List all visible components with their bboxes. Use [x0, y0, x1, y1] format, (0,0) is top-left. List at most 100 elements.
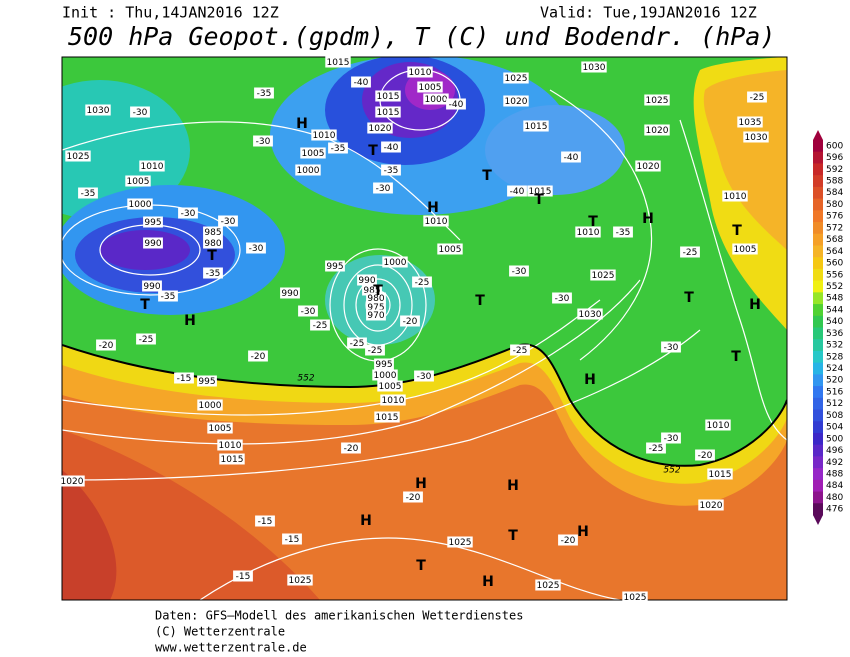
isobar-label-box [85, 104, 111, 116]
isobar-label: 1010 [141, 162, 164, 172]
footer-line: (C) Wetterzentrale [155, 625, 285, 639]
isobar-label-box [732, 243, 758, 255]
temperature-label: -25 [139, 335, 154, 345]
temperature-label: -15 [285, 535, 300, 545]
isobar-label-box [644, 94, 670, 106]
isobar-label: 1015 [327, 58, 350, 68]
temperature-label: -25 [350, 339, 365, 349]
isobar-label: 1010 [313, 131, 336, 141]
isobar-label: 1025 [67, 152, 90, 162]
isobar-label: 975 [367, 303, 384, 313]
temperature-label: -30 [555, 294, 570, 304]
temperature-label-box [246, 242, 266, 254]
colorbar-swatch [813, 163, 823, 176]
temperature-label-box [136, 333, 156, 345]
colorbar-label: 544 [826, 305, 843, 315]
temperature-label: -30 [181, 209, 196, 219]
temperature-label: -30 [417, 372, 432, 382]
isobar-label-box [644, 124, 670, 136]
colorbar-cap [813, 130, 823, 140]
isobar-label-box [705, 419, 731, 431]
map-title: 500 hPa Geopot.(gpdm), T (C) und Bodendr… [68, 22, 775, 51]
isobar-label-box [280, 287, 300, 299]
temperature-label: -40 [510, 187, 525, 197]
temperature-label: -40 [354, 78, 369, 88]
temperature-label: -30 [664, 434, 679, 444]
isobar-label-box [311, 129, 337, 141]
temperature-label-box [507, 185, 527, 197]
isobar-label: 1020 [61, 477, 84, 487]
isobar-label: 980 [204, 239, 221, 249]
temperature-label: -35 [257, 89, 272, 99]
isobar-label: 1030 [87, 106, 110, 116]
temperature-label-box [174, 372, 194, 384]
isobar-label-box [295, 164, 321, 176]
colorbar-label: 556 [826, 270, 843, 280]
isobar-label-box [375, 106, 401, 118]
pressure-center: T [508, 528, 518, 544]
temperature-label: -20 [251, 352, 266, 362]
temperature-label-box [347, 337, 367, 349]
isobar-label-box [325, 56, 351, 68]
colorbar-swatch [813, 397, 823, 411]
temperature-label-box [254, 87, 274, 99]
colorbar-swatch [813, 339, 823, 352]
pressure-center: T [416, 558, 426, 574]
temperature-label: -30 [512, 267, 527, 277]
pressure-center: H [749, 297, 761, 313]
temperature-label: -30 [301, 307, 316, 317]
temperature-label-box [365, 344, 385, 356]
isobar-label: 1010 [577, 228, 600, 238]
temperature-label: -30 [256, 137, 271, 147]
colorbar-label: 552 [826, 282, 843, 292]
isobar-label: 1020 [369, 124, 392, 134]
isobar-label-box [698, 499, 724, 511]
cold-field [100, 230, 190, 270]
temperature-label: -40 [449, 100, 464, 110]
colorbar-label: 488 [826, 469, 843, 479]
temperature-label-box [558, 534, 578, 546]
colorbar-swatch [813, 432, 823, 446]
isobar-label: 995 [326, 262, 343, 272]
temperature-label-box [298, 305, 318, 317]
temperature-label: -25 [513, 346, 528, 356]
colorbar-label: 520 [826, 376, 843, 386]
colorbar-label: 528 [826, 352, 843, 362]
isobar-label-box [59, 475, 85, 487]
isobar-label-box [375, 90, 401, 102]
pressure-center: T [684, 290, 694, 306]
temperature-label: -20 [403, 317, 418, 327]
temperature-label-box [218, 215, 238, 227]
pressure-center: H [507, 478, 519, 494]
isobar-label: 1000 [129, 200, 152, 210]
isobar-label: 1015 [377, 108, 400, 118]
colorbar-label: 524 [826, 364, 843, 374]
isobar-label: 995 [375, 360, 392, 370]
isobar-label-box [300, 147, 326, 159]
isobar-label-box [417, 81, 443, 93]
isobar-label: 995 [144, 218, 161, 228]
isobar-label-box [366, 292, 386, 304]
isobar-label: 1005 [209, 424, 232, 434]
isobar-label-box [143, 237, 163, 249]
temperature-label-box [509, 265, 529, 277]
isobar-label: 1015 [529, 187, 552, 197]
temperature-label-box [446, 98, 466, 110]
temperature-label-box [255, 515, 275, 527]
isobar-label-box [362, 284, 382, 296]
temperature-label-box [661, 341, 681, 353]
temperature-label-box [282, 533, 302, 545]
isobar-label: 1010 [724, 192, 747, 202]
isobar-label-box [197, 375, 217, 387]
isobar-label-box [377, 380, 403, 392]
warm-field [62, 430, 320, 600]
isobar-label-box [737, 116, 763, 128]
pressure-center: H [584, 372, 596, 388]
temperature-label-box [561, 151, 581, 163]
isobar-label: 990 [143, 282, 160, 292]
isobar-label-box [437, 243, 463, 255]
isobar-label: 1025 [646, 96, 669, 106]
isobar-label-box [382, 256, 408, 268]
colorbar-label: 500 [826, 434, 843, 444]
colorbar-swatch [813, 327, 823, 340]
